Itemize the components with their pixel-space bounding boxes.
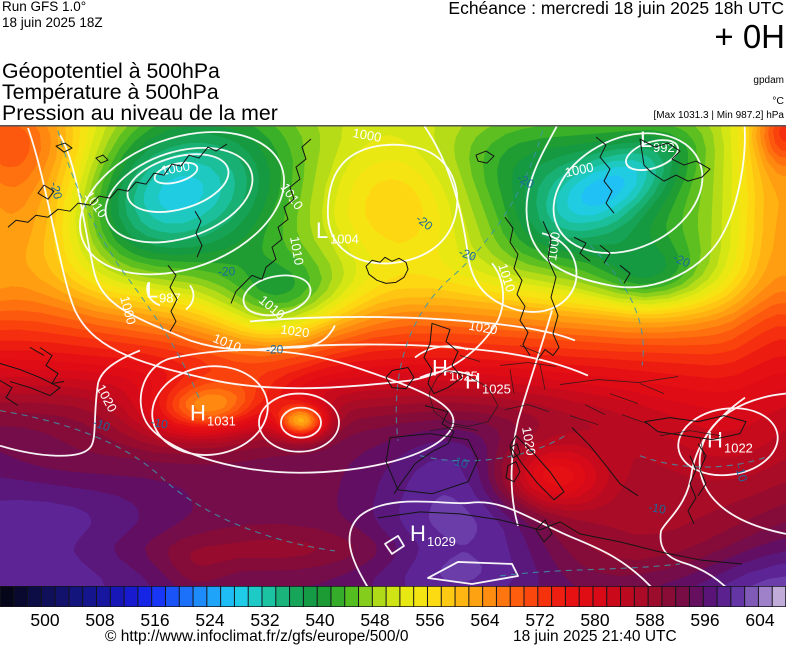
svg-text:1029: 1029 [427, 534, 456, 549]
svg-text:1000: 1000 [351, 125, 382, 145]
svg-text:L: L [316, 218, 328, 243]
svg-text:1004: 1004 [330, 231, 359, 246]
svg-text:-20: -20 [266, 342, 284, 356]
svg-text:987: 987 [159, 290, 181, 305]
svg-text:-10: -10 [647, 500, 667, 517]
svg-text:L: L [146, 277, 158, 302]
svg-text:H: H [707, 428, 723, 453]
svg-text:1020: 1020 [467, 318, 498, 338]
svg-text:1022: 1022 [724, 441, 753, 456]
svg-text:1020: 1020 [280, 322, 311, 341]
svg-text:1000: 1000 [564, 159, 595, 180]
svg-text:-10: -10 [149, 415, 169, 432]
svg-text:1010: 1010 [287, 235, 307, 266]
svg-text:-10: -10 [91, 415, 112, 434]
svg-text:1031: 1031 [207, 414, 236, 429]
svg-text:-20: -20 [457, 245, 478, 264]
svg-text:H: H [432, 356, 448, 381]
svg-text:H: H [190, 401, 206, 426]
svg-text:1025: 1025 [482, 382, 511, 397]
svg-text:1000: 1000 [117, 294, 139, 326]
svg-text:1020: 1020 [519, 426, 539, 457]
svg-text:H: H [465, 369, 481, 394]
svg-text:-20: -20 [671, 250, 693, 270]
svg-text:-10: -10 [732, 463, 750, 484]
svg-text:-20: -20 [47, 180, 65, 201]
svg-text:-20: -20 [218, 264, 236, 278]
svg-text:1025: 1025 [449, 369, 478, 384]
svg-text:-10: -10 [449, 453, 470, 471]
svg-text:L: L [640, 127, 652, 152]
svg-text:H: H [410, 521, 426, 546]
svg-text:992: 992 [653, 140, 675, 155]
